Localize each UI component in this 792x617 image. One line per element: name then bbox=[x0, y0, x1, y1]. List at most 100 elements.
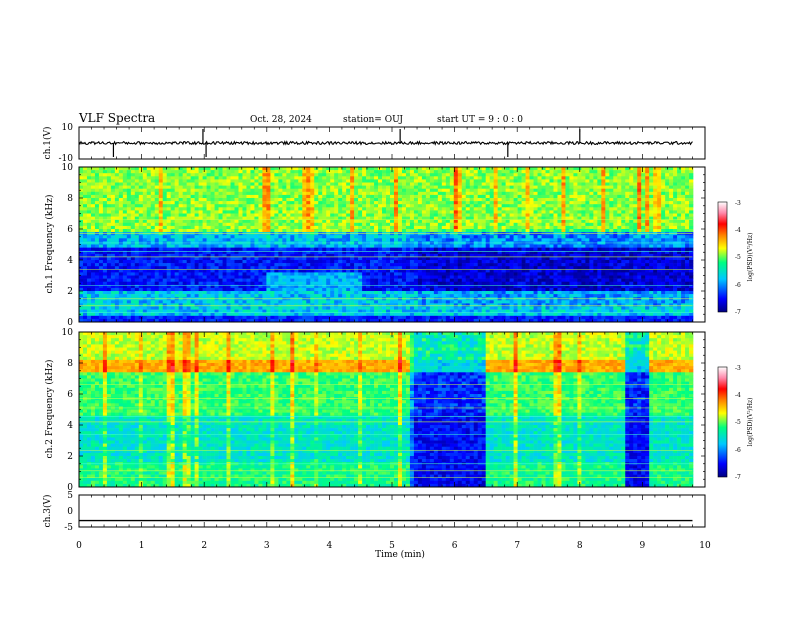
ch1-spec-cell bbox=[115, 300, 119, 303]
ch1-spec-cell bbox=[187, 183, 191, 186]
ch1-spec-cell bbox=[422, 173, 426, 176]
ch1-spec-cell bbox=[246, 294, 250, 297]
ch1-spec-cell bbox=[366, 263, 370, 266]
ch1-spec-cell bbox=[318, 186, 322, 189]
ch1-spec-cell bbox=[227, 207, 231, 210]
ch1-spec-cell bbox=[163, 294, 167, 297]
ch1-spec-cell bbox=[410, 248, 414, 251]
ch1-spec-cell bbox=[410, 207, 414, 210]
ch1-spec-cell bbox=[358, 223, 362, 226]
ch1-spec-cell bbox=[219, 170, 223, 173]
ch1-spec-cell bbox=[318, 272, 322, 275]
ch1-spec-cell bbox=[219, 214, 223, 217]
ch1-spec-cell bbox=[207, 198, 211, 201]
ch1-spec-cell bbox=[310, 257, 314, 260]
ch1-spec-cell bbox=[183, 207, 187, 210]
ch1-spec-cell bbox=[470, 207, 474, 210]
ch1-spec-cell bbox=[342, 260, 346, 263]
ch1-spec-cell bbox=[147, 226, 151, 229]
ch1-spec-cell bbox=[282, 282, 286, 285]
ch1-spec-cell bbox=[151, 201, 155, 204]
ch1-spec-cell bbox=[458, 257, 462, 260]
ch1-spec-cell bbox=[242, 179, 246, 182]
ch1-spec-cell bbox=[199, 276, 203, 279]
ch1-spec-cell bbox=[127, 173, 131, 176]
ch1-spec-cell bbox=[366, 238, 370, 241]
ch1-spec-cell bbox=[286, 272, 290, 275]
ch1-spec-cell bbox=[119, 291, 123, 294]
ch1-spec-cell bbox=[294, 245, 298, 248]
ch1-spec-cell bbox=[330, 192, 334, 195]
ch1-spec-cell bbox=[123, 201, 127, 204]
ch1-spec-cell bbox=[334, 303, 338, 306]
ch1-spec-cell bbox=[95, 223, 99, 226]
ch1-spec-cell bbox=[199, 263, 203, 266]
ch1-spec-cell bbox=[442, 189, 446, 192]
ch1-spec-cell bbox=[203, 173, 207, 176]
ch1-spec-cell bbox=[334, 263, 338, 266]
ch1-spec-cell bbox=[474, 189, 478, 192]
ch1-spec-cell bbox=[422, 238, 426, 241]
ch1-spec-cell bbox=[282, 210, 286, 213]
ch1-spec-cell bbox=[151, 303, 155, 306]
ch1-spec-cell bbox=[171, 303, 175, 306]
ch1-spec-cell bbox=[135, 307, 139, 310]
ch1-spec-cell bbox=[366, 257, 370, 260]
ch1-spec-cell bbox=[159, 201, 163, 204]
ch1-spec-cell bbox=[91, 186, 95, 189]
ch1-spec-cell bbox=[438, 229, 442, 232]
ch1-spec-cell bbox=[306, 303, 310, 306]
ch1-spec-cell bbox=[326, 220, 330, 223]
ch1-spec-cell bbox=[430, 282, 434, 285]
ch1-spec-cell bbox=[422, 223, 426, 226]
ch1-spec-cell bbox=[310, 248, 314, 251]
ch1-spec-cell bbox=[235, 220, 239, 223]
ch1-spec-cell bbox=[314, 179, 318, 182]
ch1-spec-cell bbox=[358, 307, 362, 310]
ch1-spec-cell bbox=[446, 245, 450, 248]
ch1-spec-cell bbox=[215, 229, 219, 232]
ch1-spec-cell bbox=[179, 173, 183, 176]
ch1-spec-cell bbox=[207, 307, 211, 310]
ch1-spec-cell bbox=[79, 269, 83, 272]
ch1-spec-cell bbox=[446, 207, 450, 210]
ch1-spec-cell bbox=[163, 279, 167, 282]
ch1-spec-cell bbox=[278, 272, 282, 275]
ch1-spec-cell bbox=[219, 210, 223, 213]
ch1-spec-cell bbox=[246, 260, 250, 263]
ch1-spec-cell bbox=[290, 260, 294, 263]
ch1-spec-cell bbox=[183, 263, 187, 266]
ch1-spec-cell bbox=[159, 307, 163, 310]
ch1-spec-cell bbox=[131, 303, 135, 306]
ch1-spec-cell bbox=[270, 235, 274, 238]
ch1-spec-cell bbox=[254, 176, 258, 179]
ch1-spec-cell bbox=[167, 220, 171, 223]
ch1-spec-cell bbox=[334, 272, 338, 275]
ch1-spec-cell bbox=[147, 192, 151, 195]
ch1-spec-cell bbox=[398, 307, 402, 310]
ch1-spec-cell bbox=[139, 223, 143, 226]
ch1-spec-cell bbox=[79, 167, 83, 170]
ch1-spec-cell bbox=[434, 300, 438, 303]
ch1-spec-cell bbox=[378, 201, 382, 204]
ch1-spec-cell bbox=[235, 192, 239, 195]
ch1-spec-cell bbox=[406, 248, 410, 251]
ch1-spec-cell bbox=[270, 291, 274, 294]
ch1-spec-cell bbox=[127, 303, 131, 306]
ch1-spec-cell bbox=[262, 195, 266, 198]
ch1-spec-cell bbox=[438, 235, 442, 238]
ch1-spec-cell bbox=[282, 229, 286, 232]
ch1-spec-cell bbox=[115, 214, 119, 217]
ch1-spec-cell bbox=[211, 245, 215, 248]
ch1-spec-cell bbox=[242, 263, 246, 266]
ch1-spec-cell bbox=[426, 173, 430, 176]
ch1-spec-cell bbox=[151, 223, 155, 226]
ch1-spec-cell bbox=[211, 201, 215, 204]
ch1-spec-cell bbox=[366, 279, 370, 282]
ch1-spec-cell bbox=[139, 245, 143, 248]
ch1-spec-cell bbox=[254, 207, 258, 210]
ch1-spec-cell bbox=[346, 300, 350, 303]
ch1-spec-cell bbox=[394, 238, 398, 241]
ch1-spec-cell bbox=[155, 272, 159, 275]
